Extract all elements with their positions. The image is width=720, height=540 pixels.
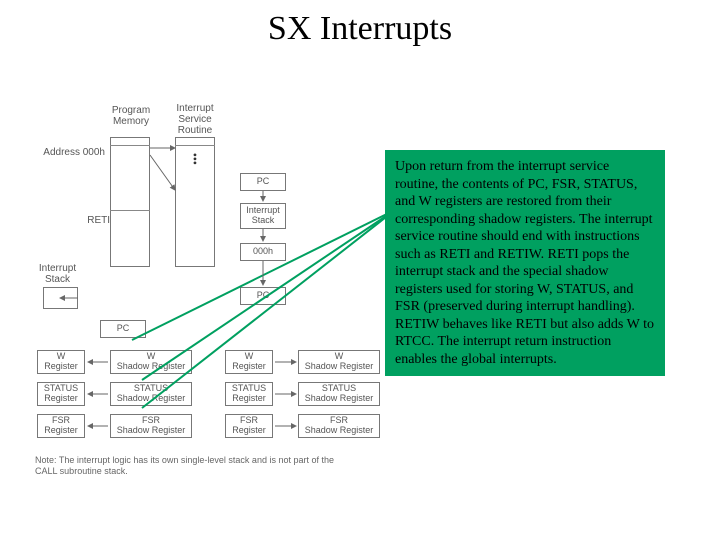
label-interrupt-stack: InterruptStack bbox=[35, 263, 80, 285]
box-program-memory bbox=[110, 137, 150, 267]
box-interrupt-stack-small: InterruptStack bbox=[240, 203, 286, 229]
box-status-shadow-l: STATUSShadow Register bbox=[110, 382, 192, 406]
box-pc-bottom: PC bbox=[240, 287, 286, 305]
box-w-shadow-r: WShadow Register bbox=[298, 350, 380, 374]
box-w-register-l: WRegister bbox=[37, 350, 85, 374]
box-000h: 000h bbox=[240, 243, 286, 261]
box-w-shadow-l: WShadow Register bbox=[110, 350, 192, 374]
box-fsr-shadow-l: FSRShadow Register bbox=[110, 414, 192, 438]
box-fsr-shadow-r: FSRShadow Register bbox=[298, 414, 380, 438]
label-program-memory: ProgramMemory bbox=[106, 105, 156, 127]
dots-icon: ••• bbox=[188, 153, 202, 165]
page-title: SX Interrupts bbox=[0, 10, 720, 48]
divider bbox=[110, 210, 150, 211]
divider bbox=[110, 145, 150, 146]
label-reti: RETI bbox=[82, 215, 110, 226]
box-w-register-r: WRegister bbox=[225, 350, 273, 374]
box-interrupt-stack-left bbox=[43, 287, 78, 309]
box-fsr-register-r: FSRRegister bbox=[225, 414, 273, 438]
note-text: Note: The interrupt logic has its own si… bbox=[35, 455, 335, 477]
callout-text: Upon return from the interrupt service r… bbox=[395, 158, 655, 368]
box-pc-top: PC bbox=[240, 173, 286, 191]
label-isr: InterruptServiceRoutine bbox=[170, 103, 220, 136]
box-status-register-r: STATUSRegister bbox=[225, 382, 273, 406]
box-fsr-register-l: FSRRegister bbox=[37, 414, 85, 438]
callout-box: Upon return from the interrupt service r… bbox=[385, 150, 665, 376]
diagram-area: ProgramMemory InterruptServiceRoutine Ad… bbox=[40, 115, 400, 515]
divider bbox=[175, 145, 215, 146]
label-address000: Address 000h bbox=[40, 147, 105, 158]
box-status-shadow-r: STATUSShadow Register bbox=[298, 382, 380, 406]
box-pc-mid: PC bbox=[100, 320, 146, 338]
box-status-register-l: STATUSRegister bbox=[37, 382, 85, 406]
